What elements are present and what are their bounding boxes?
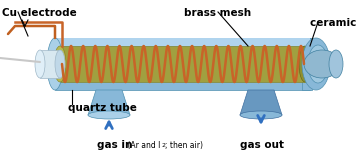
Ellipse shape [304, 50, 340, 78]
Bar [60, 46, 305, 82]
Text: (Ar and I: (Ar and I [125, 141, 160, 150]
Ellipse shape [55, 50, 65, 78]
Bar [55, 38, 310, 90]
Text: gas out: gas out [240, 140, 284, 150]
Ellipse shape [54, 46, 66, 82]
Polygon shape [240, 90, 282, 115]
Ellipse shape [299, 46, 311, 82]
Text: Cu electrode: Cu electrode [2, 8, 77, 18]
Ellipse shape [302, 38, 330, 90]
Text: gas in: gas in [97, 140, 132, 150]
Ellipse shape [88, 111, 130, 119]
Ellipse shape [240, 111, 282, 119]
Bar [40, 50, 60, 78]
Text: 2: 2 [162, 143, 166, 148]
Ellipse shape [47, 38, 63, 90]
Text: brass mesh: brass mesh [185, 8, 252, 18]
Text: ceramic rod: ceramic rod [310, 18, 359, 28]
Bar [302, 38, 312, 90]
Bar [55, 38, 310, 46]
Text: ; then air): ; then air) [165, 141, 203, 150]
Text: quartz tube: quartz tube [68, 103, 137, 113]
Polygon shape [88, 90, 130, 115]
Ellipse shape [329, 50, 343, 78]
Ellipse shape [35, 50, 45, 78]
Ellipse shape [308, 45, 328, 83]
